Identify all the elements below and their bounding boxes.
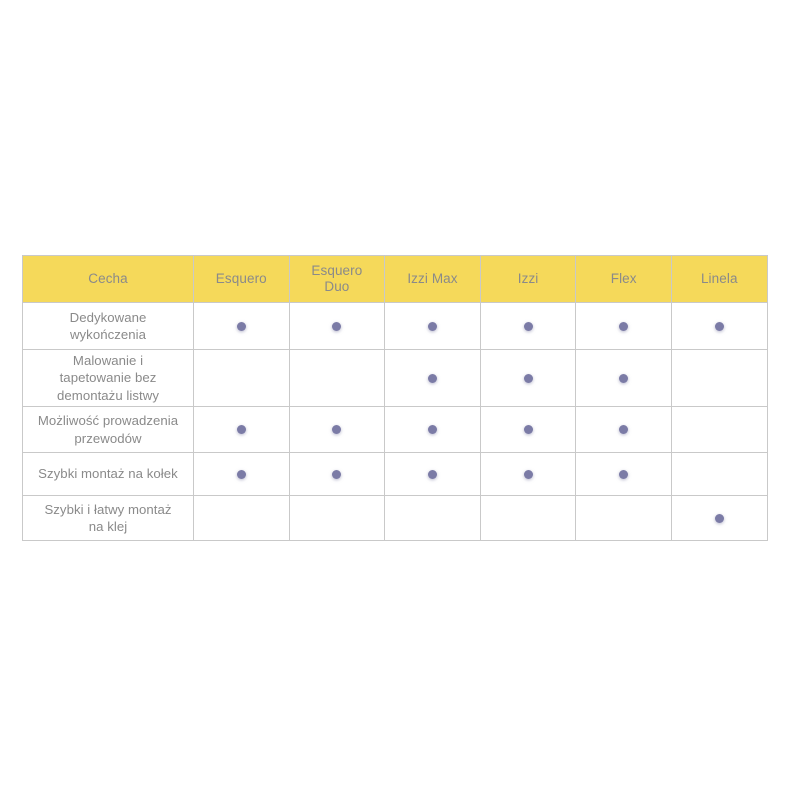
feature-label-malowanie-tapetowanie: Malowanie i tapetowanie bez demontażu li… [22,349,194,407]
column-header-esquero-duo-line-1: Esquero [311,263,363,279]
table-header-row: Cecha Esquero Esquero Duo Izzi Max Izzi … [22,255,768,303]
mark-cell-r0-esquero-duo [288,302,386,350]
mark-cell-r0-esquero [193,302,290,350]
table-header: Cecha Esquero Esquero Duo Izzi Max Izzi … [22,255,768,303]
feature-label-line: wykończenia [69,327,147,342]
check-dot-icon [236,425,246,434]
check-dot-icon [523,373,533,383]
mark-cell-r3-linela [670,452,768,496]
mark-cell-r0-izzi-max [384,302,481,350]
mark-cell-r4-izzi [479,495,577,541]
mark-cell-r4-izzi-max [384,495,481,541]
table-row: Malowanie i tapetowanie bez demontażu li… [22,349,768,407]
column-header-esquero-duo-line-2: Duo [324,279,350,294]
mark-cell-r0-izzi [479,302,577,350]
table-row: Możliwość prowadzenia przewodów [22,406,768,453]
feature-label-line: na klej [88,519,128,534]
feature-label-line: Szybki i łatwy montaż [44,501,172,517]
mark-cell-r2-flex [575,406,672,453]
column-header-feature: Cecha [22,255,194,303]
mark-cell-r1-esquero [193,349,290,407]
column-header-izzi-max: Izzi Max [384,255,481,303]
mark-cell-r3-izzi [479,452,577,496]
check-dot-icon [332,469,342,479]
feature-label-szybki-latwy-montaz-na-klej: Szybki i łatwy montaż na klej [22,495,194,541]
feature-label-line: Szybki montaż na kołek [38,466,178,482]
mark-cell-r1-izzi-max [384,349,481,407]
check-dot-icon [714,321,724,331]
mark-cell-r3-izzi-max [384,452,481,496]
feature-label-line: demontażu listwy [57,387,159,403]
feature-label-line: Malowanie i [72,352,144,368]
mark-cell-r4-esquero [193,495,290,541]
mark-cell-r2-izzi [479,406,577,453]
check-dot-icon [332,321,342,331]
feature-label-mozliwosc-prowadzenia-przewodow: Możliwość prowadzenia przewodów [22,406,194,453]
mark-cell-r1-esquero-duo [288,349,386,407]
mark-cell-r0-linela [670,302,768,350]
table-row: Szybki i łatwy montaż na klej [22,495,768,541]
table-row: Szybki montaż na kołek [22,452,768,496]
check-dot-icon [236,321,246,331]
check-dot-icon [236,469,246,479]
check-dot-icon [523,321,533,331]
column-header-linela: Linela [670,255,768,303]
mark-cell-r2-esquero-duo [288,406,386,453]
mark-cell-r3-flex [575,452,672,496]
mark-cell-r0-flex [575,302,672,350]
product-comparison-table: Cecha Esquero Esquero Duo Izzi Max Izzi … [22,255,768,541]
check-dot-icon [427,373,437,383]
column-header-esquero-duo: Esquero Duo [288,255,386,303]
table-body: Dedykowane wykończenia Malowanie i tapet… [22,302,768,541]
feature-label-line: przewodów [74,430,142,446]
column-header-flex: Flex [575,255,672,303]
mark-cell-r2-izzi-max [384,406,481,453]
check-dot-icon [427,469,437,479]
check-dot-icon [523,425,533,434]
feature-label-line: tapetowanie bez [59,370,157,386]
mark-cell-r2-esquero [193,406,290,453]
product-comparison-table-container: Cecha Esquero Esquero Duo Izzi Max Izzi … [22,255,768,541]
mark-cell-r3-esquero [193,452,290,496]
column-header-esquero: Esquero [193,255,290,303]
check-dot-icon [619,425,629,434]
mark-cell-r4-flex [575,495,672,541]
mark-cell-r2-linela [670,406,768,453]
mark-cell-r1-flex [575,349,672,407]
mark-cell-r1-linela [670,349,768,407]
check-dot-icon [427,321,437,331]
feature-label-line: Możliwość prowadzenia [37,413,179,429]
feature-label-dedykowane-wykonczenia: Dedykowane wykończenia [22,302,194,350]
check-dot-icon [714,513,724,523]
check-dot-icon [427,425,437,434]
feature-label-line: Dedykowane [69,309,147,325]
check-dot-icon [619,469,629,479]
feature-label-szybki-montaz-na-kolek: Szybki montaż na kołek [22,452,194,496]
table-row: Dedykowane wykończenia [22,302,768,350]
mark-cell-r3-esquero-duo [288,452,386,496]
check-dot-icon [523,469,533,479]
mark-cell-r4-linela [670,495,768,541]
check-dot-icon [332,425,342,434]
mark-cell-r4-esquero-duo [288,495,386,541]
column-header-izzi: Izzi [479,255,577,303]
check-dot-icon [619,321,629,331]
check-dot-icon [619,373,629,383]
mark-cell-r1-izzi [479,349,577,407]
